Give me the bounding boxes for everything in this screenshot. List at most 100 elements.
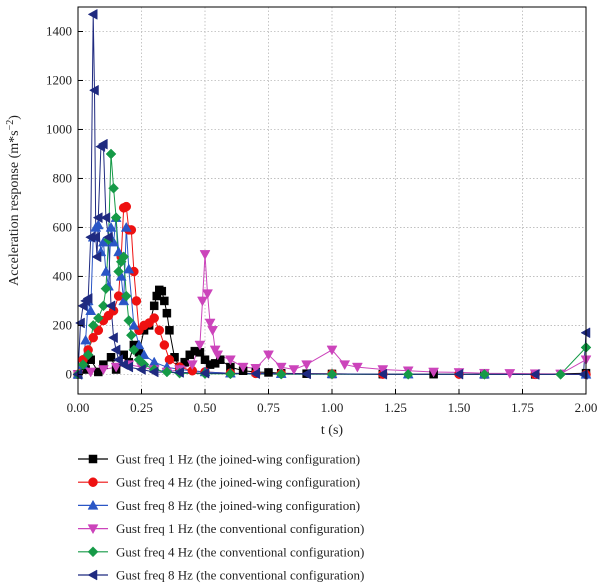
data-point-series-2 <box>93 325 104 336</box>
axis-ticks <box>77 30 587 394</box>
data-point-series-3 <box>138 349 150 360</box>
data-point-series-6 <box>174 367 184 378</box>
data-point-series-4 <box>351 362 363 373</box>
y-tick-label: 400 <box>53 268 73 283</box>
data-point-series-2 <box>131 296 142 306</box>
data-point-series-4 <box>207 326 219 336</box>
legend-label: Gust freq 8 Hz (the joined-wing configur… <box>116 498 360 513</box>
data-point-series-4 <box>197 296 208 307</box>
data-point-series-6 <box>88 84 99 96</box>
data-point-series-4 <box>326 345 338 356</box>
y-axis-label-main: Acceleration response (m*s <box>7 130 22 286</box>
data-point-series-5 <box>118 251 130 263</box>
data-point-series-4 <box>194 340 206 351</box>
y-axis-label-exponent: −2 <box>5 120 16 131</box>
legend-label: Gust freq 4 Hz (the conventional configu… <box>116 544 364 559</box>
data-point-series-3 <box>128 319 140 330</box>
x-tick-label: 0.00 <box>67 400 90 415</box>
data-point-series-2 <box>154 325 165 336</box>
y-tick-label: 1000 <box>46 121 72 136</box>
legend-label: Gust freq 1 Hz (the conventional configu… <box>116 521 364 536</box>
data-point-series-4 <box>209 345 221 356</box>
x-axis-label: t (s) <box>321 423 344 438</box>
legend-marker <box>87 524 99 535</box>
data-point-series-4 <box>263 350 274 361</box>
data-point-series-3 <box>80 334 92 345</box>
data-point-series-5 <box>123 315 135 326</box>
data-point-series-2 <box>149 313 159 323</box>
data-point-series-1 <box>200 355 210 364</box>
data-point-series-4 <box>204 318 216 329</box>
y-tick-label: 0 <box>66 366 73 381</box>
data-point-series-5 <box>128 344 140 356</box>
data-point-series-6 <box>91 251 102 263</box>
data-point-series-2 <box>164 354 175 365</box>
data-point-series-4 <box>199 250 211 260</box>
y-tick-label: 1400 <box>46 23 72 38</box>
legend-label: Gust freq 8 Hz (the conventional configu… <box>116 568 364 583</box>
data-point-series-5 <box>326 368 338 380</box>
data-point-series-5 <box>402 369 414 380</box>
data-point-series-4 <box>339 360 351 371</box>
data-point-series-5 <box>108 182 119 194</box>
x-tick-labels: 0.00 0.25 0.50 0.75 1.00 1.25 1.50 1.75 2.00 <box>67 400 598 415</box>
data-point-series-6 <box>105 300 116 312</box>
data-point-series-6 <box>110 344 121 356</box>
data-point-series-6 <box>199 367 210 379</box>
data-point-series-1 <box>160 296 169 306</box>
data-point-series-1 <box>149 301 159 311</box>
data-point-series-4 <box>250 364 262 374</box>
data-point-series-1 <box>165 326 174 335</box>
data-point-series-5 <box>479 369 490 380</box>
data-point-series-5 <box>120 290 132 302</box>
x-tick-label: 0.25 <box>130 400 153 415</box>
data-point-series-1 <box>106 353 116 362</box>
data-point-series-5 <box>225 368 236 380</box>
data-point-series-1 <box>157 286 167 296</box>
data-point-series-6 <box>102 231 113 243</box>
data-point-series-6 <box>529 368 540 380</box>
data-point-series-2 <box>121 201 132 212</box>
data-point-series-3 <box>92 219 104 230</box>
data-point-series-4 <box>288 365 300 376</box>
data-point-series-5 <box>98 300 109 312</box>
data-point-series-5 <box>92 312 104 324</box>
data-point-series-6 <box>377 368 388 380</box>
data-point-series-4 <box>428 367 440 378</box>
data-point-series-4 <box>504 369 516 379</box>
data-point-series-3 <box>120 221 132 232</box>
data-point-series-5 <box>275 368 287 380</box>
y-tick-labels: 0 200 400 600 800 1000 1200 1400 <box>46 23 72 381</box>
data-point-series-5 <box>161 366 173 378</box>
data-point-series-3 <box>85 305 97 315</box>
legend-marker <box>87 499 99 510</box>
data-point-series-6 <box>87 8 98 20</box>
x-tick-label: 0.75 <box>257 400 280 415</box>
y-tick-label: 800 <box>53 170 73 185</box>
data-point-series-1 <box>264 368 273 377</box>
data-point-series-4 <box>212 350 224 361</box>
data-point-series-3 <box>133 339 145 350</box>
data-point-series-5 <box>110 212 122 223</box>
x-tick-label: 0.50 <box>194 400 217 415</box>
legend-marker <box>87 546 99 558</box>
y-axis-label: Acceleration response (m*s−2) <box>5 115 22 286</box>
data-point-series-5 <box>87 320 99 331</box>
data-point-series-4 <box>237 362 249 373</box>
data-point-series-6 <box>100 212 111 224</box>
legend-marker <box>88 477 98 487</box>
data-point-series-3 <box>113 246 125 257</box>
x-tick-label: 1.50 <box>448 400 471 415</box>
data-point-series-3 <box>105 221 117 232</box>
legend-marker <box>88 454 98 464</box>
data-point-series-4 <box>97 365 109 376</box>
data-point-series-4 <box>186 360 198 371</box>
data-point-series-1 <box>162 308 172 318</box>
y-tick-label: 600 <box>53 219 73 234</box>
series-line-5 <box>77 153 587 375</box>
data-point-series-6 <box>301 368 311 380</box>
data-point-series-6 <box>113 354 123 366</box>
data-point-series-6 <box>97 138 108 150</box>
data-point-series-6 <box>108 332 118 344</box>
